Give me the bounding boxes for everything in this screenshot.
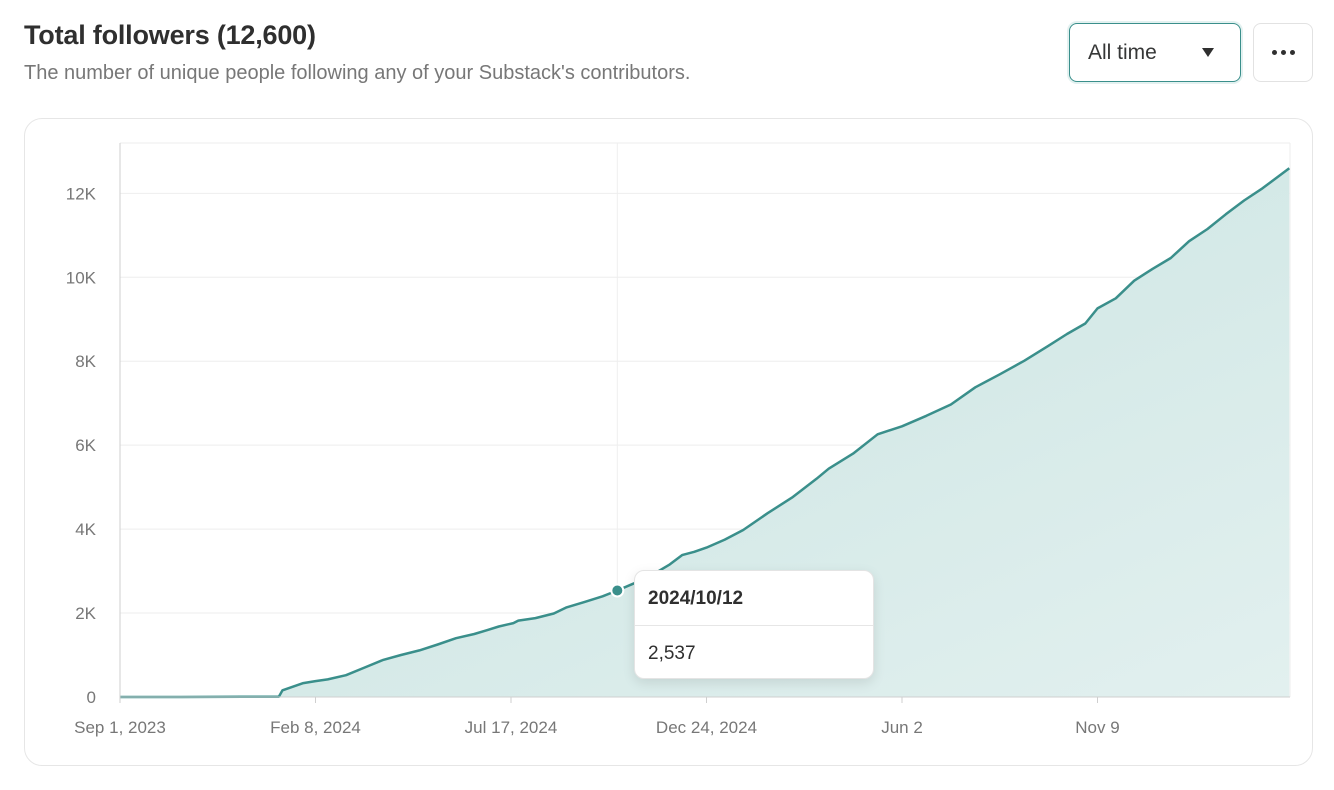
x-tick-label: Nov 9 — [1075, 718, 1119, 737]
chart-tooltip: 2024/10/12 2,537 — [634, 570, 874, 679]
x-tick-label: Feb 8, 2024 — [270, 718, 361, 737]
y-tick-label: 6K — [75, 436, 96, 455]
x-tick-label: Sep 1, 2023 — [74, 718, 166, 737]
x-tick-label: Jun 2 — [881, 718, 923, 737]
time-range-label: All time — [1088, 40, 1157, 64]
y-tick-label: 8K — [75, 352, 96, 371]
time-range-dropdown[interactable]: All time — [1069, 23, 1241, 82]
y-tick-label: 0 — [87, 688, 96, 707]
tooltip-date: 2024/10/12 — [648, 588, 744, 609]
area-fill — [120, 168, 1290, 697]
page-subtitle: The number of unique people following an… — [24, 62, 691, 84]
more-options-button[interactable] — [1253, 23, 1313, 82]
y-tick-label: 12K — [66, 184, 97, 203]
x-tick-label: Dec 24, 2024 — [656, 718, 757, 737]
y-tick-label: 10K — [66, 268, 97, 287]
more-horizontal-icon — [1271, 50, 1295, 55]
chart-card: 0 2K 4K 6K 8K 10K 12K Sep 1, 2023 Feb 8, 2024 Jul… — [24, 118, 1313, 766]
y-tick-label: 4K — [75, 520, 96, 539]
tooltip-value: 2,537 — [648, 643, 696, 664]
hover-point — [610, 583, 625, 598]
y-tick-label: 2K — [75, 604, 96, 623]
tooltip-divider — [635, 625, 873, 626]
page-title: Total followers (12,600) — [24, 20, 316, 50]
followers-line — [120, 167, 1291, 699]
followers-chart: 0 2K 4K 6K 8K 10K 12K Sep 1, 2023 Feb 8, 2024 Jul… — [66, 142, 1291, 737]
caret-down-icon — [1202, 48, 1214, 57]
x-tick-label: Jul 17, 2024 — [465, 718, 558, 737]
